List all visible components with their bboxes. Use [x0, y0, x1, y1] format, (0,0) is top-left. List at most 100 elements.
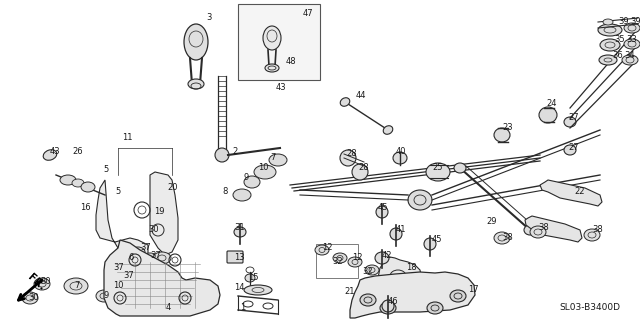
Ellipse shape	[188, 79, 204, 89]
Ellipse shape	[215, 148, 229, 162]
Text: 23: 23	[502, 123, 513, 132]
Text: 48: 48	[286, 57, 296, 66]
Ellipse shape	[244, 176, 260, 188]
Ellipse shape	[244, 285, 272, 295]
Text: 6: 6	[128, 254, 133, 263]
Text: 28: 28	[358, 164, 369, 173]
Text: 47: 47	[303, 10, 314, 19]
Ellipse shape	[454, 163, 466, 173]
Text: 40: 40	[396, 147, 406, 157]
Ellipse shape	[524, 225, 536, 235]
Ellipse shape	[375, 252, 389, 264]
Ellipse shape	[269, 154, 287, 166]
Ellipse shape	[131, 247, 145, 257]
Polygon shape	[540, 180, 602, 206]
Text: 38: 38	[592, 226, 603, 234]
Text: 29: 29	[486, 218, 497, 226]
Ellipse shape	[408, 190, 432, 210]
Ellipse shape	[184, 24, 208, 60]
Text: 5: 5	[115, 188, 120, 197]
Text: 42: 42	[382, 251, 392, 261]
Ellipse shape	[142, 253, 158, 263]
Text: 27: 27	[568, 144, 579, 152]
Ellipse shape	[599, 55, 617, 65]
Text: 9: 9	[243, 174, 248, 182]
Text: 2: 2	[232, 147, 237, 157]
Ellipse shape	[22, 292, 38, 304]
Ellipse shape	[600, 39, 620, 51]
Ellipse shape	[564, 117, 576, 127]
Text: 13: 13	[234, 254, 244, 263]
Text: 11: 11	[122, 133, 132, 143]
Text: 43: 43	[50, 147, 61, 157]
Ellipse shape	[530, 226, 546, 238]
Ellipse shape	[622, 55, 638, 65]
Ellipse shape	[64, 278, 88, 294]
Text: 31: 31	[234, 224, 244, 233]
Ellipse shape	[340, 150, 356, 166]
Text: 27: 27	[568, 114, 579, 122]
Text: 22: 22	[574, 188, 584, 197]
Text: 14: 14	[234, 284, 244, 293]
Ellipse shape	[598, 24, 622, 36]
Text: 37: 37	[140, 243, 151, 253]
Text: 46: 46	[388, 298, 399, 307]
Text: 24: 24	[546, 100, 557, 108]
Text: 10: 10	[113, 281, 124, 291]
Bar	[316, 244, 358, 278]
Ellipse shape	[263, 26, 281, 50]
Ellipse shape	[360, 294, 376, 306]
Text: 28: 28	[346, 150, 356, 159]
Text: 30: 30	[28, 293, 38, 302]
Ellipse shape	[81, 182, 95, 192]
Ellipse shape	[365, 265, 379, 275]
Text: 36: 36	[612, 51, 623, 61]
Ellipse shape	[265, 64, 279, 72]
Text: 9: 9	[103, 292, 108, 300]
Text: 32: 32	[332, 257, 342, 266]
Text: FR.: FR.	[26, 272, 47, 292]
Ellipse shape	[539, 107, 557, 123]
FancyBboxPatch shape	[227, 251, 243, 263]
Text: 25: 25	[432, 164, 442, 173]
Ellipse shape	[121, 266, 139, 278]
Polygon shape	[150, 172, 178, 255]
Ellipse shape	[380, 302, 396, 314]
Text: 34: 34	[624, 51, 635, 61]
Ellipse shape	[234, 227, 246, 237]
Text: 18: 18	[406, 263, 417, 272]
Text: 12: 12	[322, 243, 333, 253]
Polygon shape	[104, 240, 220, 316]
Ellipse shape	[603, 19, 613, 25]
Ellipse shape	[245, 274, 255, 282]
Ellipse shape	[153, 252, 171, 264]
Text: 4: 4	[166, 303, 172, 313]
Text: 17: 17	[468, 286, 479, 294]
Ellipse shape	[60, 175, 76, 185]
Text: 44: 44	[356, 92, 367, 100]
Ellipse shape	[494, 128, 510, 142]
Ellipse shape	[382, 300, 394, 312]
Ellipse shape	[393, 152, 407, 164]
Ellipse shape	[72, 179, 84, 187]
Text: 37: 37	[150, 251, 161, 261]
Text: 12: 12	[352, 254, 362, 263]
Text: 38: 38	[538, 224, 548, 233]
Ellipse shape	[134, 270, 150, 280]
Ellipse shape	[624, 39, 640, 49]
Polygon shape	[350, 272, 475, 318]
Ellipse shape	[390, 228, 402, 240]
Ellipse shape	[106, 281, 126, 295]
Text: 35: 35	[614, 35, 625, 44]
Ellipse shape	[34, 278, 50, 290]
Text: 19: 19	[154, 207, 164, 217]
Polygon shape	[96, 180, 148, 268]
Ellipse shape	[44, 150, 57, 160]
Text: 37: 37	[123, 271, 134, 280]
Text: 41: 41	[396, 226, 406, 234]
Text: 30: 30	[148, 226, 159, 234]
Ellipse shape	[426, 163, 450, 181]
Text: 43: 43	[276, 84, 287, 93]
Ellipse shape	[333, 253, 347, 263]
Text: 1: 1	[240, 303, 245, 313]
